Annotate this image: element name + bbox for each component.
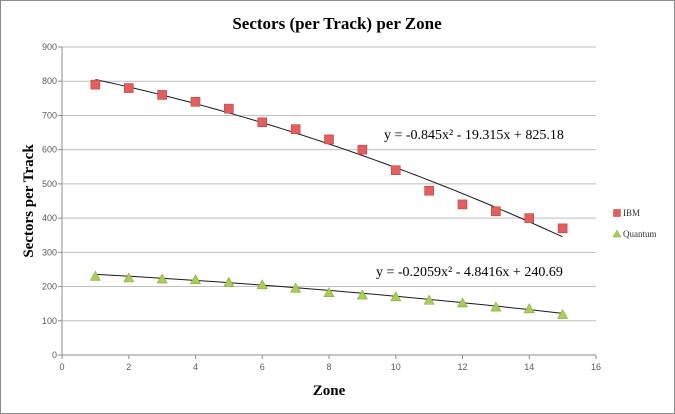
quantum-point-8 xyxy=(323,287,335,298)
x-tick-label-10: 10 xyxy=(391,362,401,372)
ibm-point-9 xyxy=(357,144,368,155)
quantum-point-10 xyxy=(390,291,402,302)
ibm-point-2 xyxy=(123,83,134,93)
x-axis-title: Zone xyxy=(313,383,346,399)
ibm-point-1 xyxy=(90,79,101,90)
y-tick-label-900: 900 xyxy=(42,42,57,52)
x-tick-label-4: 4 xyxy=(193,362,198,372)
x-tick-label-6: 6 xyxy=(260,362,265,372)
quantum-point-5 xyxy=(223,276,235,287)
quantum-point-9 xyxy=(356,289,368,300)
x-tick-label-0: 0 xyxy=(59,362,64,372)
y-tick-label-300: 300 xyxy=(42,247,57,257)
quantum-point-3 xyxy=(156,273,168,284)
quantum-point-15 xyxy=(557,309,569,319)
legend-label-ibm: IBM xyxy=(623,208,640,218)
quantum-point-11 xyxy=(423,294,435,305)
y-axis-title: Sectors per Track xyxy=(21,144,37,258)
data-points xyxy=(89,79,569,319)
quantum-point-7 xyxy=(290,282,302,293)
legend-marker-quantum xyxy=(612,229,622,238)
quantum-point-4 xyxy=(189,274,202,285)
legend-label-quantum: Quantum xyxy=(623,229,657,239)
ibm-point-15 xyxy=(557,223,568,234)
ibm-point-14 xyxy=(524,213,535,223)
quantum-point-6 xyxy=(256,279,268,290)
y-tick-label-400: 400 xyxy=(42,213,57,223)
trendline-equation-quantum: y = -0.2059x² - 4.8416x + 240.69 xyxy=(376,265,563,280)
ibm-point-13 xyxy=(491,206,501,217)
y-tick-label-600: 600 xyxy=(42,145,57,155)
x-tick-label-8: 8 xyxy=(326,362,331,372)
gridlines xyxy=(62,46,596,322)
ibm-point-7 xyxy=(290,124,301,134)
legend: IBM Quantum xyxy=(612,208,657,239)
chart-title: Sectors (per Track) per Zone xyxy=(232,14,442,33)
y-tick-label-800: 800 xyxy=(42,76,57,86)
ibm-point-3 xyxy=(157,90,167,100)
x-tick-label-14: 14 xyxy=(524,362,534,372)
quantum-point-12 xyxy=(456,297,469,308)
axes xyxy=(58,46,597,359)
quantum-point-14 xyxy=(523,303,535,314)
y-tick-label-500: 500 xyxy=(42,179,57,189)
quantum-point-2 xyxy=(123,272,135,283)
tick-labels: 0 100 200 300 400 500 600 700 800 900 0 2 4 6 8 10 12 14 1… xyxy=(42,42,601,372)
y-tick-label-100: 100 xyxy=(42,316,57,326)
ibm-point-4 xyxy=(190,96,201,107)
x-tick-label-2: 2 xyxy=(126,362,131,372)
ibm-point-8 xyxy=(324,134,334,145)
x-tick-label-16: 16 xyxy=(591,362,601,372)
y-tick-label-200: 200 xyxy=(42,282,57,292)
y-tick-label-0: 0 xyxy=(52,350,57,360)
quantum-point-13 xyxy=(490,301,502,312)
quantum-point-1 xyxy=(89,270,101,281)
ibm-point-11 xyxy=(424,185,434,196)
ibm-point-5 xyxy=(224,103,234,114)
trendline-equation-ibm: y = -0.845x² - 19.315x + 825.18 xyxy=(384,128,564,143)
y-tick-label-700: 700 xyxy=(42,110,57,120)
ibm-point-6 xyxy=(257,117,268,128)
ibm-point-12 xyxy=(457,199,468,210)
x-tick-label-12: 12 xyxy=(457,362,467,372)
legend-marker-ibm xyxy=(613,209,621,217)
ibm-point-10 xyxy=(390,165,401,175)
